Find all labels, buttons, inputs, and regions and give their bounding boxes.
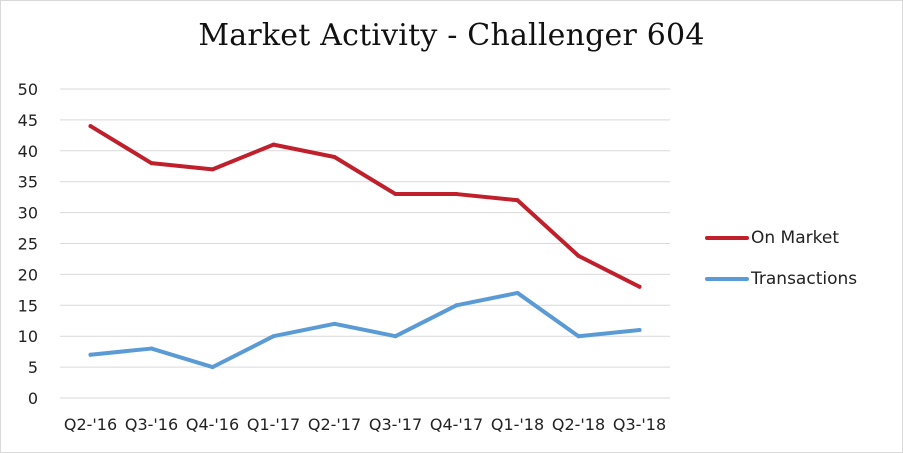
legend: On Market Transactions [705,226,857,308]
y-tick-label: 40 [18,142,38,161]
x-tick-label: Q2-'18 [552,415,605,434]
data-point-on-market [576,253,581,258]
legend-label-on-market: On Market [751,228,839,248]
data-point-on-market [210,167,215,172]
series-lines [88,124,642,370]
data-point-on-market [88,124,93,129]
chart-title: Market Activity - Challenger 604 [198,18,705,53]
data-point-transactions [393,334,398,339]
data-point-transactions [271,334,276,339]
legend-swatch-transactions [705,277,749,281]
y-tick-label: 45 [18,111,38,130]
legend-item-on-market: On Market [705,226,857,250]
y-tick-label: 50 [18,80,38,99]
data-point-on-market [393,192,398,197]
x-tick-label: Q1-'17 [247,415,300,434]
legend-item-transactions: Transactions [705,267,857,291]
x-tick-label: Q3-'17 [369,415,422,434]
x-tick-label: Q4-'17 [430,415,483,434]
x-tick-labels: Q2-'16 Q3-'16 Q4-'16 Q1-'17 Q2-'17 Q3-'17 Q4-'… [64,415,666,434]
gridlines [60,88,670,368]
y-tick-labels: 0 5 10 15 20 25 30 35 40 45 50 [18,80,38,408]
x-tick-label: Q2-'17 [308,415,361,434]
data-point-transactions [637,328,642,333]
data-point-transactions [576,334,581,339]
y-tick-label: 15 [18,296,38,315]
y-tick-label: 5 [28,358,38,377]
y-tick-label: 10 [18,327,38,346]
x-tick-label: Q2-'16 [64,415,117,434]
x-tick-label: Q3-'18 [613,415,666,434]
series-line-on-market [88,124,642,289]
y-tick-label: 25 [18,235,38,254]
data-point-on-market [454,192,459,197]
data-point-transactions [454,303,459,308]
data-point-on-market [515,198,520,203]
data-point-transactions [210,365,215,370]
data-point-on-market [637,284,642,289]
data-point-transactions [515,290,520,295]
series-line-transactions [88,290,642,370]
y-tick-label: 0 [28,389,38,408]
y-tick-label: 35 [18,173,38,192]
data-point-transactions [149,346,154,351]
legend-swatch-on-market [705,236,749,240]
data-point-on-market [271,142,276,147]
x-tick-label: Q4-'16 [186,415,239,434]
data-point-on-market [149,161,154,166]
data-point-on-market [332,154,337,159]
y-tick-label: 30 [18,204,38,223]
legend-label-transactions: Transactions [751,269,858,289]
x-tick-label: Q3-'16 [125,415,178,434]
data-point-transactions [88,352,93,357]
data-point-transactions [332,321,337,326]
y-tick-label: 20 [18,265,38,284]
x-tick-label: Q1-'18 [491,415,544,434]
